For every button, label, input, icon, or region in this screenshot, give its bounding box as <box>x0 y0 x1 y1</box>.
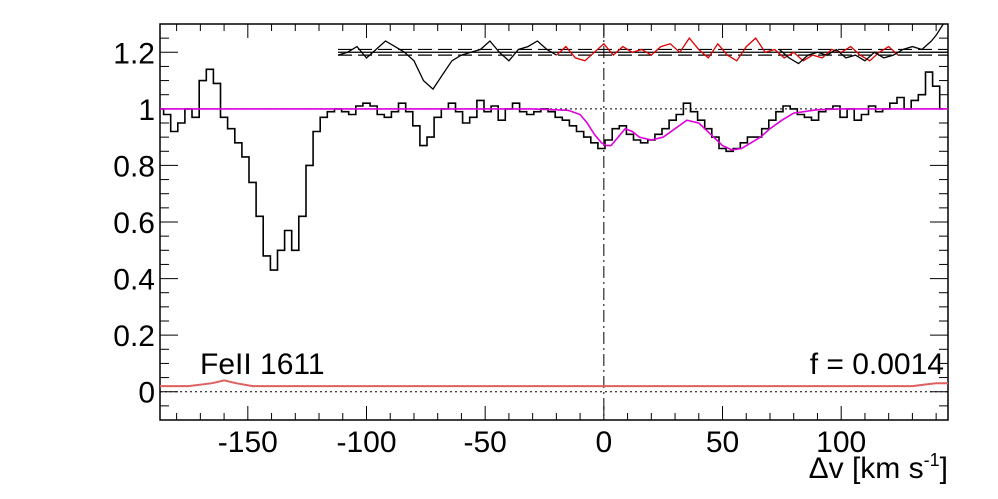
residual-left-line <box>337 40 557 91</box>
x-tick-label: 50 <box>706 426 739 459</box>
x-tick-label: 0 <box>595 426 612 459</box>
data-series <box>160 23 948 388</box>
x-tick-label: -50 <box>463 426 506 459</box>
y-tick-label: 0.2 <box>113 320 155 353</box>
ion-label: FeII 1611 <box>200 348 325 381</box>
y-tick-label: 0 <box>138 377 155 410</box>
residual-right-end <box>930 23 944 42</box>
x-tick-label: -150 <box>218 426 278 459</box>
x-axis-title: Δv [km s-1] <box>809 450 948 485</box>
error-spectrum-line <box>160 379 948 388</box>
residual-right-line <box>779 40 932 65</box>
y-tick-label: 1 <box>138 94 155 127</box>
model-fit-line <box>160 108 948 151</box>
y-tick-label: 1.2 <box>113 37 155 70</box>
axis-tick-labels: -150 -100 -50 0 50 100 0 0.2 0.4 0.6 0.8 1 1.2 <box>113 37 866 459</box>
x-axis-title-close: ] <box>940 452 948 485</box>
f-label: f = 0.0014 <box>810 348 944 381</box>
y-tick-label: 0.8 <box>113 150 155 183</box>
y-tick-label: 0.6 <box>113 207 155 240</box>
y-tick-label: 0.4 <box>113 264 155 297</box>
x-axis-title-sup: -1 <box>924 450 940 470</box>
residual-fit-region-line <box>555 37 899 62</box>
flux-histogram <box>160 68 944 271</box>
x-tick-label: 100 <box>816 426 866 459</box>
x-axis-title-main: Δv [km s <box>809 452 924 485</box>
x-tick-label: -100 <box>336 426 396 459</box>
